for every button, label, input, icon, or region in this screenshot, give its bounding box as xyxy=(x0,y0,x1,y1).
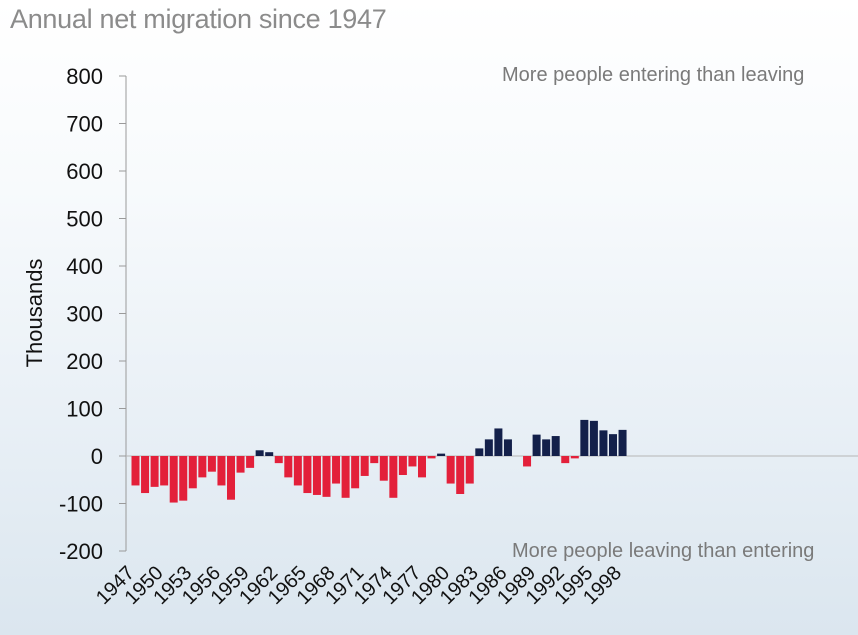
annotation-bottom: More people leaving than entering xyxy=(512,540,814,562)
bar-1960 xyxy=(255,450,264,456)
bar-1948 xyxy=(141,456,150,494)
bar-1985 xyxy=(494,428,503,456)
y-tick-label: 400 xyxy=(66,254,103,279)
bar-1967 xyxy=(322,456,331,497)
bar-1984 xyxy=(484,439,493,456)
y-tick-label: 100 xyxy=(66,397,103,422)
y-tick-label: 800 xyxy=(66,64,103,89)
bar-1949 xyxy=(150,456,159,487)
bar-1977 xyxy=(418,456,426,478)
bar-1968 xyxy=(332,456,341,484)
bar-1996 xyxy=(599,430,608,456)
bar-1957 xyxy=(227,456,235,500)
bar-1964 xyxy=(293,456,302,486)
bar-1954 xyxy=(198,456,207,478)
y-tick-label: 600 xyxy=(66,159,103,184)
chart-title: Annual net migration since 1947 xyxy=(10,4,387,34)
bar-1970 xyxy=(351,456,360,489)
bar-1972 xyxy=(370,456,379,464)
bar-1953 xyxy=(188,456,197,489)
y-tick-label: 500 xyxy=(66,207,103,232)
bar-1980 xyxy=(446,456,455,484)
bar-1992 xyxy=(561,456,570,464)
bar-1962 xyxy=(274,456,283,464)
bar-1969 xyxy=(341,456,350,498)
bar-1995 xyxy=(589,420,598,456)
bar-1974 xyxy=(389,456,398,498)
bar-1959 xyxy=(246,456,255,468)
bar-1973 xyxy=(379,456,388,481)
bar-1961 xyxy=(265,452,274,456)
bar-1951 xyxy=(169,456,178,503)
bar-1956 xyxy=(217,456,226,486)
x-axis: 1947195019531956195919621965196819711974… xyxy=(92,562,626,609)
annotation-top: More people entering than leaving xyxy=(502,64,804,86)
bar-1950 xyxy=(160,456,169,486)
y-tick-label: 700 xyxy=(66,112,103,137)
bar-1947 xyxy=(131,456,140,486)
bar-1989 xyxy=(532,434,541,456)
bar-1965 xyxy=(303,456,312,494)
bar-1998 xyxy=(618,429,627,456)
bar-1986 xyxy=(503,439,512,456)
y-tick-label: 300 xyxy=(66,302,103,327)
bar-1994 xyxy=(580,419,589,456)
bar-1981 xyxy=(456,456,465,494)
bar-1979 xyxy=(437,453,446,456)
bars-group xyxy=(126,419,858,503)
y-axis-label: Thousands xyxy=(22,259,47,368)
bar-1983 xyxy=(475,448,484,456)
y-tick-label: 0 xyxy=(91,444,103,469)
bar-1978 xyxy=(427,456,436,459)
bar-1993 xyxy=(570,456,579,459)
bar-1952 xyxy=(179,456,188,501)
bar-1991 xyxy=(551,436,560,456)
y-axis: 800 700 600 500 400 300 200 100 0 -100 -200 xyxy=(59,64,127,564)
bar-1997 xyxy=(609,434,617,456)
y-tick-label: 200 xyxy=(66,349,103,374)
bar-1990 xyxy=(542,439,551,456)
y-tick-label: -200 xyxy=(59,539,103,564)
bar-1955 xyxy=(207,456,216,472)
bar-1971 xyxy=(360,456,369,476)
y-tick-label: -100 xyxy=(59,492,103,517)
bar-1976 xyxy=(408,456,417,467)
bar-1966 xyxy=(312,456,321,495)
bar-1975 xyxy=(398,456,407,475)
bar-1963 xyxy=(284,456,293,478)
bar-1988 xyxy=(523,456,532,467)
bar-1982 xyxy=(465,456,474,484)
bar-1958 xyxy=(236,456,245,473)
